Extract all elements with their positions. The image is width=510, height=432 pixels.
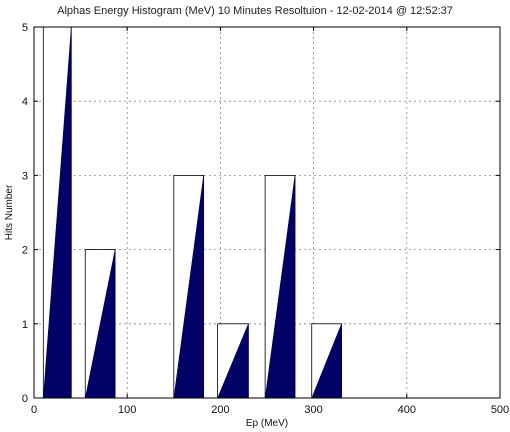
tick-labels: 0 100 200 300 400 500 0 1 2 3 4 5 xyxy=(22,22,509,416)
histogram-bin-2 xyxy=(84,249,116,399)
y-axis-label: Hits Number xyxy=(4,184,15,240)
x-tick-label: 100 xyxy=(118,404,136,416)
x-tick-label: 300 xyxy=(304,404,322,416)
axes xyxy=(33,26,501,399)
histogram-bin-5 xyxy=(264,174,296,399)
y-tick-label: 1 xyxy=(22,319,28,331)
y-tick-label: 5 xyxy=(22,22,28,34)
plot-frame xyxy=(33,26,501,399)
y-tick-label: 4 xyxy=(22,96,28,108)
grid xyxy=(34,27,500,398)
x-tick-label: 400 xyxy=(398,404,416,416)
histogram-bin-1 xyxy=(42,26,72,399)
histogram-bin-6 xyxy=(311,323,342,399)
y-tick-label: 0 xyxy=(22,393,28,405)
histogram-bin-4 xyxy=(217,323,249,399)
chart-title: Alphas Energy Histogram (MeV) 10 Minutes… xyxy=(57,5,453,17)
x-axis-label: Ep (MeV) xyxy=(246,418,288,429)
x-tick-label: 500 xyxy=(491,404,509,416)
histogram-bin-3 xyxy=(173,174,205,399)
x-tick-label: 0 xyxy=(31,404,37,416)
y-tick-label: 2 xyxy=(22,245,28,257)
histogram-bars xyxy=(42,26,342,399)
x-tick-label: 200 xyxy=(211,404,229,416)
y-tick-label: 3 xyxy=(22,170,28,182)
